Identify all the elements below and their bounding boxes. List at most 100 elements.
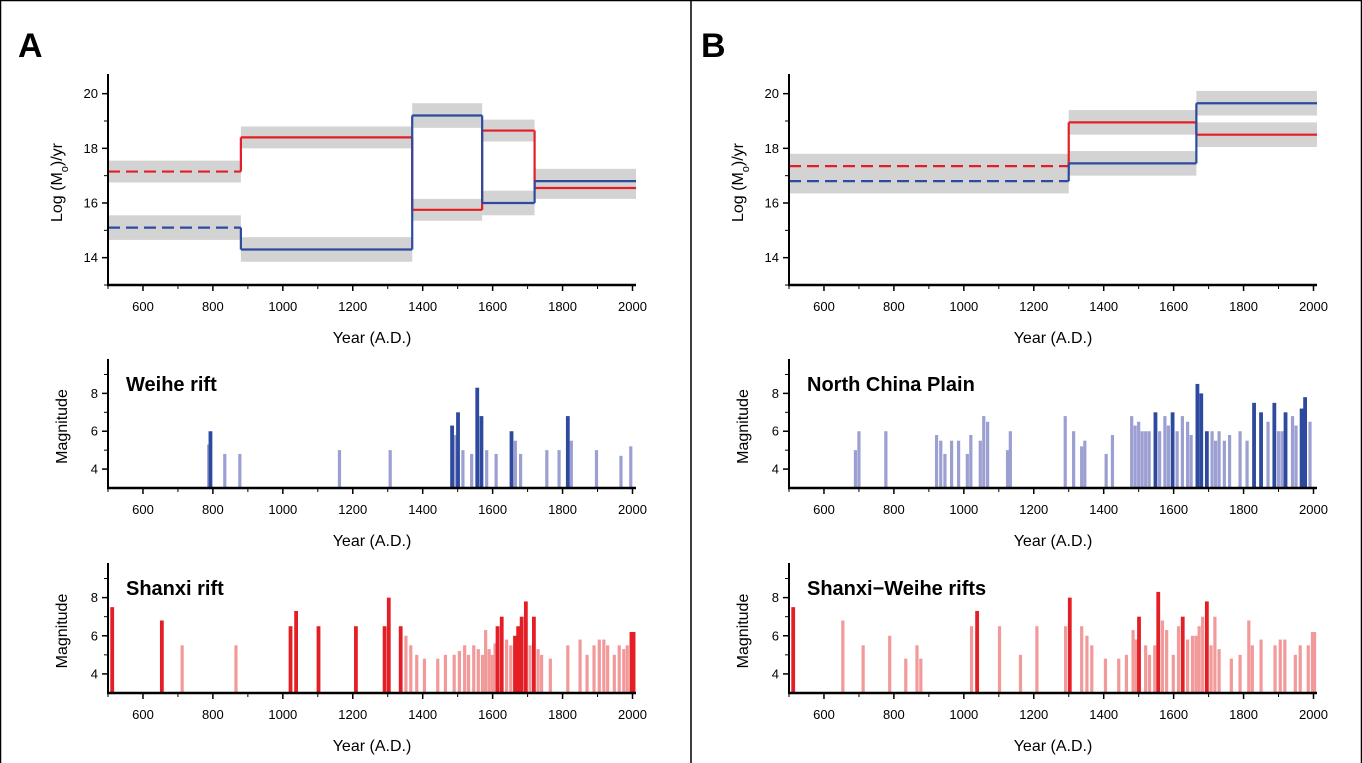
chart5-bar-strong-0	[791, 607, 796, 693]
chart5-bar-light-25	[1176, 626, 1181, 693]
chart4-bar-light-1	[857, 431, 861, 488]
chart5-bar-light-23	[1165, 630, 1169, 693]
chart4-bar-light-25	[1144, 431, 1148, 488]
chart4-x-tick-label-5: 1600	[1159, 502, 1188, 517]
chart2-x-tick-label-2: 1000	[268, 707, 297, 722]
chart2-x-tick-label-6: 1800	[548, 707, 577, 722]
chart5-bar-light-42	[1293, 654, 1297, 693]
chart5-bar-light-38	[1259, 639, 1263, 693]
chart3-y-tick-label-3: 20	[765, 86, 779, 101]
chart5-x-tick-label-1: 800	[883, 707, 905, 722]
chart1-bar-light-2	[238, 453, 242, 488]
chart2-bar-light-12	[472, 645, 476, 693]
chart5-bar-light-15	[1117, 658, 1121, 693]
chart4-bar-light-11	[982, 416, 986, 488]
chart4-bar-light-0	[853, 450, 858, 488]
chart5-bar-light-37	[1250, 645, 1254, 693]
chart2-bar-light-3	[409, 645, 413, 693]
chart5-bar-light-5	[919, 658, 923, 693]
chart1-bar-light-7	[470, 453, 474, 488]
chart5-x-label: Year (A.D.)	[1014, 738, 1093, 755]
chart4-bar-light-29	[1166, 425, 1170, 488]
chart1-bar-light-13	[557, 450, 561, 488]
chart5-bar-light-8	[1018, 654, 1023, 693]
chart4-bar-light-46	[1308, 421, 1312, 488]
chart4-bar-light-43	[1280, 431, 1284, 488]
chart4-x-tick-label-0: 600	[813, 502, 835, 517]
chart4-bar-strong-9	[1299, 408, 1304, 488]
chart5-bar-light-19	[1144, 645, 1148, 693]
chart5-bar-strong-4	[1156, 591, 1161, 693]
chart5-y-label: Magnitude	[735, 594, 752, 669]
chart4-x-tick-label-1: 800	[883, 502, 905, 517]
chart0-y-tick-label-1: 16	[84, 196, 98, 211]
chart2-bar-light-19	[505, 639, 509, 693]
chart5-bar-light-18	[1134, 639, 1138, 693]
chart2-bar-strong-8	[398, 626, 403, 693]
chart5-x-tick-label-7: 2000	[1299, 707, 1328, 722]
chart2-bar-light-14	[480, 654, 485, 693]
chart0-x-tick-label-5: 1600	[478, 299, 507, 314]
chart1-bar-light-9	[494, 453, 498, 488]
chart5-bar-light-1	[861, 645, 865, 693]
chart2-x-tick-label-0: 600	[132, 707, 154, 722]
chart4-bar-light-34	[1210, 431, 1214, 488]
chart5-bar-light-7	[997, 626, 1002, 693]
chart4-x-tick-label-2: 1000	[949, 502, 978, 517]
chart4-bar-light-36	[1217, 431, 1221, 488]
chart2-bar-strong-3	[294, 610, 299, 693]
chart5-bar-light-39	[1273, 645, 1277, 693]
chart2-bar-strong-15	[531, 616, 536, 693]
chart1-bar-strong-2	[456, 412, 460, 488]
chart1-bar-light-15	[594, 450, 599, 488]
chart3-y-tick-label-0: 14	[765, 250, 779, 265]
chart4-bar-strong-10	[1303, 397, 1308, 488]
chart4-bar-light-15	[1063, 416, 1067, 488]
chart1-bar-strong-0	[208, 431, 213, 488]
chart5-y-tick-label-0: 4	[772, 666, 779, 681]
chart0-x-tick-label-4: 1400	[408, 299, 437, 314]
chart4-bar-light-17	[1080, 446, 1084, 488]
chart5-bar-strong-3	[1137, 616, 1141, 693]
chart4-bar-light-32	[1186, 421, 1190, 488]
chart2-bar-light-27	[585, 654, 589, 693]
chart0-x-tick-label-1: 800	[202, 299, 224, 314]
chart4-bar-strong-1	[1170, 412, 1175, 488]
chart4-bar-light-35	[1213, 440, 1218, 488]
chart4-bar-light-6	[949, 440, 954, 488]
chart2-bar-light-17	[490, 654, 494, 693]
chart4-bar-light-3	[934, 435, 939, 488]
chart5-bar-light-11	[1080, 626, 1084, 693]
chart1-x-tick-label-0: 600	[132, 502, 154, 517]
chart4-bar-light-44	[1290, 416, 1295, 488]
chart5-bar-light-26	[1186, 639, 1190, 693]
chart1-bar-light-12	[545, 450, 549, 488]
chart4-bar-light-13	[1005, 450, 1010, 488]
chart4-bar-light-16	[1072, 431, 1076, 488]
chart1-bar-light-14	[569, 440, 573, 488]
chart5-bar-light-46	[1312, 631, 1317, 693]
chart2-bar-strong-14	[523, 601, 528, 693]
chart4-bar-light-23	[1137, 421, 1141, 488]
chart4-x-tick-label-3: 1200	[1019, 502, 1048, 517]
chart1-y-tick-label-2: 8	[91, 386, 98, 401]
chart5-bar-light-10	[1063, 626, 1068, 693]
chart1-bar-light-16	[619, 455, 623, 488]
chart5-bar-strong-1	[975, 610, 980, 693]
chart4-bar-light-37	[1222, 440, 1226, 488]
chart4-bar-light-31	[1180, 416, 1184, 488]
chart0-y-tick-label-2: 18	[84, 141, 98, 156]
chart4-bar-light-8	[965, 453, 969, 488]
chart4-bar-strong-6	[1259, 412, 1263, 488]
chart2-bar-light-6	[436, 658, 440, 693]
chart4-bar-light-9	[969, 435, 973, 488]
chart2-y-tick-label-0: 4	[91, 666, 98, 681]
chart3-x-tick-label-5: 1600	[1159, 299, 1188, 314]
chart5-bar-light-17	[1131, 630, 1135, 693]
chart1-y-tick-label-0: 4	[91, 462, 98, 477]
chart2-x-tick-label-1: 800	[202, 707, 224, 722]
chart2-bar-light-20	[509, 645, 513, 693]
chart4-x-tick-label-4: 1400	[1089, 502, 1118, 517]
chart0-x-tick-label-7: 2000	[618, 299, 647, 314]
chart5-bar-light-41	[1283, 639, 1287, 693]
